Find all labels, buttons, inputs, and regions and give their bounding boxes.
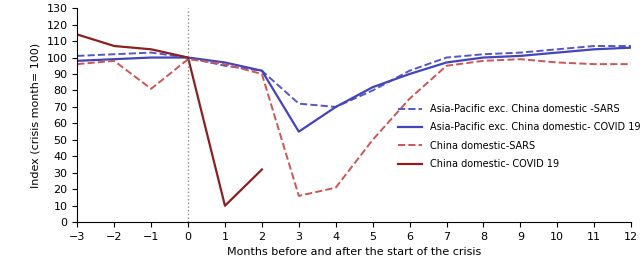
Asia-Pacific exc. China domestic -SARS bbox=[110, 53, 118, 56]
Asia-Pacific exc. China domestic- COVID 19 bbox=[258, 69, 266, 72]
China domestic-SARS bbox=[258, 72, 266, 76]
China domestic- COVID 19 bbox=[73, 33, 81, 36]
Asia-Pacific exc. China domestic- COVID 19 bbox=[442, 61, 450, 64]
China domestic- COVID 19 bbox=[258, 168, 266, 171]
China domestic-SARS bbox=[553, 61, 561, 64]
X-axis label: Months before and after the start of the crisis: Months before and after the start of the… bbox=[227, 247, 481, 257]
China domestic-SARS bbox=[442, 64, 450, 67]
Asia-Pacific exc. China domestic- COVID 19 bbox=[221, 61, 229, 64]
Asia-Pacific exc. China domestic -SARS bbox=[553, 48, 561, 51]
China domestic-SARS bbox=[110, 59, 118, 62]
Line: China domestic-SARS: China domestic-SARS bbox=[77, 59, 631, 196]
Line: China domestic- COVID 19: China domestic- COVID 19 bbox=[77, 34, 262, 206]
China domestic-SARS bbox=[332, 186, 339, 189]
Asia-Pacific exc. China domestic -SARS bbox=[442, 56, 450, 59]
Asia-Pacific exc. China domestic -SARS bbox=[480, 53, 488, 56]
China domestic-SARS bbox=[516, 57, 524, 61]
China domestic- COVID 19 bbox=[221, 204, 229, 207]
China domestic-SARS bbox=[147, 87, 155, 91]
China domestic-SARS bbox=[295, 194, 303, 198]
China domestic-SARS bbox=[406, 97, 413, 100]
Asia-Pacific exc. China domestic- COVID 19 bbox=[184, 56, 192, 59]
China domestic- COVID 19 bbox=[147, 48, 155, 51]
China domestic- COVID 19 bbox=[110, 44, 118, 48]
Asia-Pacific exc. China domestic- COVID 19 bbox=[591, 48, 598, 51]
China domestic-SARS bbox=[591, 63, 598, 66]
Asia-Pacific exc. China domestic -SARS bbox=[258, 69, 266, 72]
Asia-Pacific exc. China domestic- COVID 19 bbox=[295, 130, 303, 133]
Asia-Pacific exc. China domestic -SARS bbox=[184, 56, 192, 59]
Asia-Pacific exc. China domestic -SARS bbox=[147, 51, 155, 54]
China domestic-SARS bbox=[184, 57, 192, 61]
Asia-Pacific exc. China domestic- COVID 19 bbox=[73, 59, 81, 62]
Asia-Pacific exc. China domestic- COVID 19 bbox=[369, 86, 377, 89]
Asia-Pacific exc. China domestic -SARS bbox=[591, 44, 598, 48]
China domestic-SARS bbox=[480, 59, 488, 62]
Asia-Pacific exc. China domestic -SARS bbox=[73, 54, 81, 57]
Asia-Pacific exc. China domestic -SARS bbox=[369, 89, 377, 92]
Legend: Asia-Pacific exc. China domestic -SARS, Asia-Pacific exc. China domestic- COVID : Asia-Pacific exc. China domestic -SARS, … bbox=[398, 104, 640, 169]
Asia-Pacific exc. China domestic- COVID 19 bbox=[627, 46, 635, 49]
Line: Asia-Pacific exc. China domestic- COVID 19: Asia-Pacific exc. China domestic- COVID … bbox=[77, 48, 631, 132]
Asia-Pacific exc. China domestic -SARS bbox=[295, 102, 303, 105]
China domestic-SARS bbox=[221, 63, 229, 66]
Asia-Pacific exc. China domestic -SARS bbox=[221, 64, 229, 67]
Asia-Pacific exc. China domestic- COVID 19 bbox=[516, 54, 524, 57]
Asia-Pacific exc. China domestic- COVID 19 bbox=[480, 56, 488, 59]
China domestic- COVID 19 bbox=[184, 56, 192, 59]
Y-axis label: Index (crisis month= 100): Index (crisis month= 100) bbox=[31, 43, 41, 188]
Asia-Pacific exc. China domestic -SARS bbox=[516, 51, 524, 54]
China domestic-SARS bbox=[627, 63, 635, 66]
Asia-Pacific exc. China domestic- COVID 19 bbox=[332, 105, 339, 109]
Asia-Pacific exc. China domestic -SARS bbox=[406, 69, 413, 72]
Asia-Pacific exc. China domestic- COVID 19 bbox=[110, 57, 118, 61]
China domestic-SARS bbox=[73, 63, 81, 66]
Asia-Pacific exc. China domestic- COVID 19 bbox=[553, 51, 561, 54]
Asia-Pacific exc. China domestic- COVID 19 bbox=[406, 72, 413, 76]
Asia-Pacific exc. China domestic- COVID 19 bbox=[147, 56, 155, 59]
China domestic-SARS bbox=[369, 138, 377, 141]
Asia-Pacific exc. China domestic -SARS bbox=[332, 105, 339, 109]
Asia-Pacific exc. China domestic -SARS bbox=[627, 44, 635, 48]
Line: Asia-Pacific exc. China domestic -SARS: Asia-Pacific exc. China domestic -SARS bbox=[77, 46, 631, 107]
